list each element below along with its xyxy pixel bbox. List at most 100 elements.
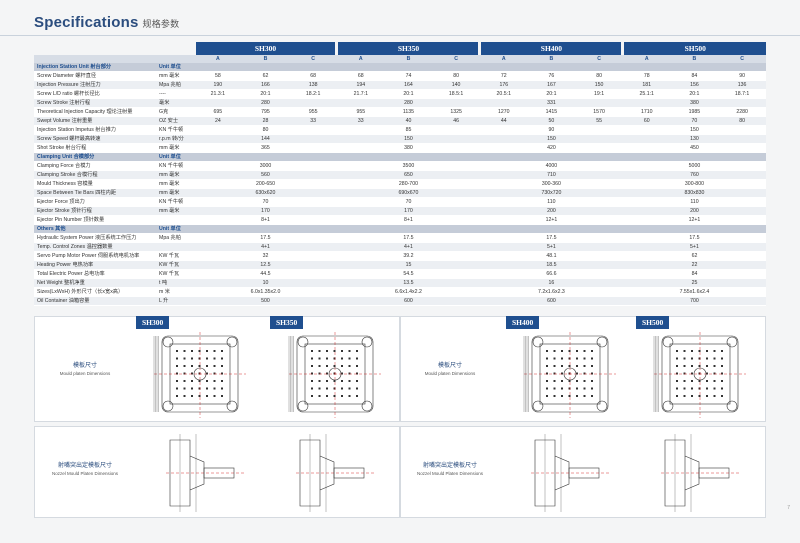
spec-value: 200 [479,206,623,217]
spec-label: Mould Thickness 容模量 [34,179,156,190]
spec-value: 280 [194,98,337,109]
platen-label-left: 模板尺寸 Mould platen Dimensions [40,360,130,376]
spec-value: 4000 [479,161,623,172]
spec-value: 650 [336,170,480,181]
screw-label: C [432,55,480,64]
model-header-sh400: SH400 [478,42,623,55]
spec-value: 58 [194,71,242,82]
screw-label: C [289,55,337,64]
spec-unit: mm 毫米 [156,206,194,217]
screw-label: A [336,55,385,64]
nozzle-label-cn: 射嘴突出定模板尺寸 [422,463,477,469]
spec-label: Oil Container 油箱容量 [34,296,156,307]
spec-value: 6.6x1.4x2.2 [336,287,480,298]
spec-value: 630x620 [194,188,337,199]
spec-value: 21.7:1 [336,89,385,100]
spec-value: 33 [336,116,385,127]
spec-unit: Mpa 兆帕 [156,80,194,91]
spec-value: 12+1 [622,215,766,226]
spec-label: Heating Power 电热功率 [34,260,156,271]
spec-value: 85 [336,125,480,136]
spec-value: 17.5 [336,233,480,244]
spec-value: 300-800 [622,179,766,190]
spec-label: Theoretical Injection Capacity 理论注射量 [34,107,156,118]
spec-value: 18.7:1 [718,89,766,100]
spec-value: 5+1 [622,242,766,253]
spec-value: 500 [194,296,337,307]
spec-value: 80 [718,116,766,127]
spec-value: 70 [670,116,719,127]
platen-label-cn: 模板尺寸 [72,363,97,369]
nozzle-label-cn: 射嘴突出定模板尺寸 [57,463,112,469]
section-header-row: Others 其他 Unit 单位 [34,224,766,235]
spec-value: 710 [479,170,623,181]
screw-label: C [718,55,766,64]
spec-value: 600 [336,296,480,307]
spec-value: 20:1 [384,89,433,100]
spec-label: Clamping Stroke 合模行程 [34,170,156,181]
spec-value: 170 [194,206,337,217]
spec-value: 150 [575,80,623,91]
spec-unit: mm 毫米 [156,170,194,181]
spec-value: 380 [622,98,766,109]
spec-unit: KN 千牛顿 [156,161,194,172]
page-number: 7 [787,505,790,511]
spec-value: 560 [194,170,337,181]
nozzle-label-left: 射嘴突出定模板尺寸 Nozzel Mould Platen Dimensions [40,460,130,476]
spec-value: 66.6 [479,269,623,280]
spec-value: 21.3:1 [194,89,242,100]
spec-row: Screw L/D ratio 螺杆长径比 ---- 21.3:1 20:1 18.2:… [34,89,766,100]
spec-value: 16 [479,278,623,289]
spec-unit: mm 毫米 [156,71,194,82]
spec-value: 8+1 [336,215,480,226]
spec-value: 74 [384,71,433,82]
spec-value: 44 [479,116,528,127]
spec-value: 90 [718,71,766,82]
screw-label: A [622,55,671,64]
spec-value: 130 [622,134,766,145]
spec-value: 420 [479,143,623,154]
spec-value: 55 [575,116,623,127]
spec-row: Sizes(LxWxH) 外形尺寸（长x宽x高） m 米 6.0x1.35x2.0 6… [34,287,766,298]
spec-row: Hydraulic System Power 液压系统工作压力 Mpa 兆帕 17.… [34,233,766,244]
spec-value: 200-650 [194,179,337,190]
drawing-tag-sh300: SH300 [136,316,170,329]
spec-value: 140 [432,80,480,91]
spec-row: Total Electric Power 总电功率 KW 千瓦 44.5 54.5 66… [34,269,766,280]
spec-value: 13.5 [336,278,480,289]
spec-row: Space Between Tie Bars 四柱内距 mm 毫米 630x620 6… [34,188,766,199]
spec-value: 1270 [479,107,528,118]
spec-value: 7.55x1.6x2.4 [622,287,766,298]
spec-unit: KW 千瓦 [156,269,194,280]
section-title: Clamping Unit 合模部分 [34,152,156,163]
header-blank [34,42,194,55]
spec-label: Hydraulic System Power 液压系统工作压力 [34,233,156,244]
spec-unit: mm 毫米 [156,179,194,190]
spec-unit: ---- [156,89,194,100]
spec-value: 4+1 [336,242,480,253]
spec-label: Screw Speed 螺杆最高转速 [34,134,156,145]
nozzle-label-en: Nozzel Mould Platen Dimensions [416,471,484,476]
spec-value: 4+1 [194,242,337,253]
spec-row: Heating Power 电热功率 KW 千瓦 12.5 15 18.5 22 [34,260,766,271]
spec-value: 76 [527,71,576,82]
section-unit: Unit 单位 [156,63,194,73]
spec-unit: KW 千瓦 [156,260,194,271]
spec-value: 62 [622,251,766,262]
spec-value: 62 [241,71,290,82]
model-header-row: SH300 SH350 SH400 SH500 [34,42,766,55]
platen-drawing-sh300 [153,332,246,418]
spec-value: 167 [527,80,576,91]
spec-value: 176 [479,80,528,91]
drawing-tag-sh500: SH500 [636,316,670,329]
section-title: Injection Station Unit 射台部分 [34,63,156,73]
spec-unit [156,215,194,226]
section-spacer [194,224,766,235]
section-spacer [194,63,766,73]
spec-value: 54.5 [336,269,480,280]
spec-label: Screw Diameter 螺杆直径 [34,71,156,82]
model-header-sh300: SH300 [192,42,337,55]
spec-value: 78 [622,71,671,82]
platen-panel-right [400,316,766,422]
section-title: Others 其他 [34,224,156,235]
